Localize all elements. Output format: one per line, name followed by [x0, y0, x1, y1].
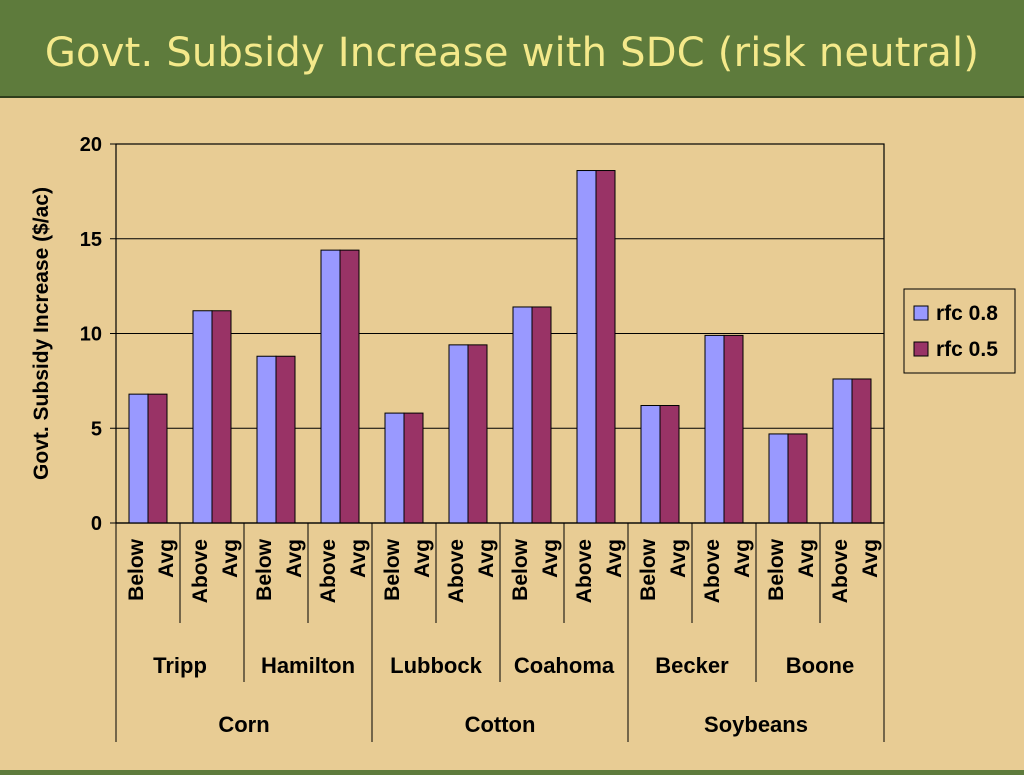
x-crop-label: Cotton [465, 712, 536, 737]
bar-rfc-0-5 [787, 433, 808, 524]
bar-rfc-0-8 [512, 306, 533, 524]
x-location-label: Tripp [153, 653, 207, 678]
y-tick-label: 5 [91, 418, 102, 440]
bar-rfc-0-8 [640, 405, 661, 524]
legend-label: rfc 0.5 [936, 338, 998, 361]
x-category-label: Avg [475, 539, 498, 578]
x-location-label: Lubbock [390, 653, 482, 678]
bar-rfc-0-5 [659, 405, 680, 524]
x-crop-label: Soybeans [704, 712, 808, 737]
bar-rfc-0-5 [851, 378, 872, 524]
bar-rfc-0-5 [595, 170, 616, 524]
x-category-label: Avg [347, 539, 370, 578]
slide-body: 0 5 10 15 20 Govt. Subsidy Increase ($/ac) Bel… [0, 96, 1024, 770]
bar-rfc-0-5 [147, 393, 168, 524]
x-category-label: Above [701, 539, 724, 603]
x-category-label: Below [125, 538, 148, 601]
x-category-label: Above [317, 539, 340, 603]
bar-rfc-0-5 [339, 249, 360, 524]
x-category-label: Avg [667, 539, 690, 578]
x-category-label: Below [765, 538, 788, 601]
legend-swatch [913, 341, 929, 357]
bar-chart: 0 5 10 15 20 Govt. Subsidy Increase ($/ac) Bel… [30, 134, 1016, 742]
x-category-label: Above [829, 539, 852, 603]
x-category-label: Avg [795, 539, 818, 578]
x-category-label: Avg [283, 539, 306, 578]
bar-rfc-0-8 [256, 355, 277, 524]
bar-rfc-0-8 [384, 412, 405, 524]
x-location-label: Hamilton [261, 653, 355, 678]
legend-label: rfc 0.8 [936, 302, 998, 325]
bar-rfc-0-8 [320, 249, 341, 524]
x-category-label: Avg [219, 539, 242, 578]
x-category-label: Above [445, 539, 468, 603]
bar-rfc-0-5 [275, 355, 296, 524]
slide-title: Govt. Subsidy Increase with SDC (risk ne… [44, 30, 980, 76]
x-crop-label: Corn [218, 712, 269, 737]
x-category-label: Avg [539, 539, 562, 578]
bar-rfc-0-8 [192, 310, 213, 524]
bar-rfc-0-5 [723, 334, 744, 524]
x-category-label: Below [509, 538, 532, 601]
bar-rfc-0-5 [211, 310, 232, 524]
bar-rfc-0-8 [448, 344, 469, 524]
y-axis-title: Govt. Subsidy Increase ($/ac) [30, 187, 53, 480]
bar-rfc-0-8 [128, 393, 149, 524]
bar-rfc-0-8 [768, 433, 789, 524]
x-location-label: Boone [786, 653, 854, 678]
x-category-label: Below [637, 538, 660, 601]
slide-header: Govt. Subsidy Increase with SDC (risk ne… [0, 0, 1024, 96]
legend-swatch [913, 305, 929, 321]
y-tick-label: 0 [91, 513, 102, 535]
legend [903, 288, 1016, 374]
x-category-label: Above [573, 539, 596, 603]
x-category-label: Below [253, 538, 276, 601]
y-tick-label: 15 [80, 229, 102, 251]
bar-rfc-0-8 [576, 170, 597, 524]
bar-rfc-0-5 [403, 412, 424, 524]
x-category-label: Avg [859, 539, 882, 578]
x-category-label: Avg [731, 539, 754, 578]
x-category-label: Avg [155, 539, 178, 578]
x-location-label: Coahoma [514, 653, 615, 678]
y-tick-label: 10 [80, 324, 102, 346]
x-category-label: Above [189, 539, 212, 603]
x-category-label: Avg [411, 539, 434, 578]
bar-rfc-0-5 [531, 306, 552, 524]
y-tick-label: 20 [80, 134, 102, 156]
bar-rfc-0-8 [832, 378, 853, 524]
x-category-label: Avg [603, 539, 626, 578]
bar-rfc-0-5 [467, 344, 488, 524]
x-location-label: Becker [655, 653, 729, 678]
x-category-label: Below [381, 538, 404, 601]
bar-rfc-0-8 [704, 334, 725, 524]
